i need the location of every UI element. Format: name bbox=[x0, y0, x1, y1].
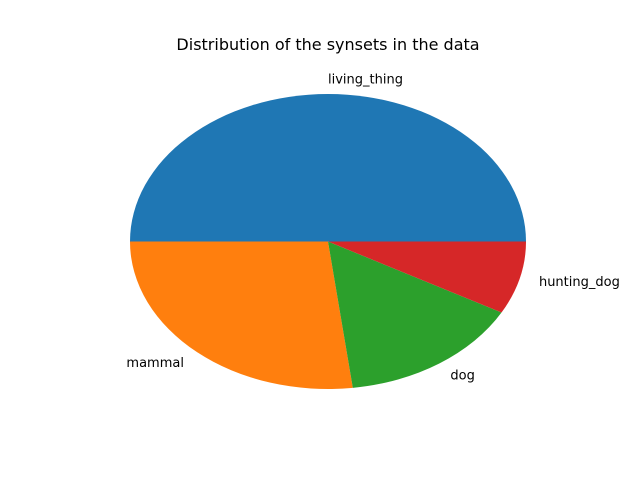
pie-slice-dog bbox=[328, 241, 502, 388]
chart-title: Distribution of the synsets in the data bbox=[176, 35, 479, 54]
slice-label-dog: dog bbox=[450, 369, 474, 384]
pie-slice-living-thing bbox=[130, 93, 526, 242]
pie-slice-hunting-dog bbox=[328, 241, 526, 313]
slice-label-hunting-dog: hunting_dog bbox=[539, 275, 620, 290]
slice-label-mammal: mammal bbox=[126, 356, 184, 371]
pie-slices bbox=[130, 93, 526, 390]
slice-label-living-thing: living_thing bbox=[328, 72, 403, 87]
pie-slice-mammal bbox=[130, 241, 353, 390]
